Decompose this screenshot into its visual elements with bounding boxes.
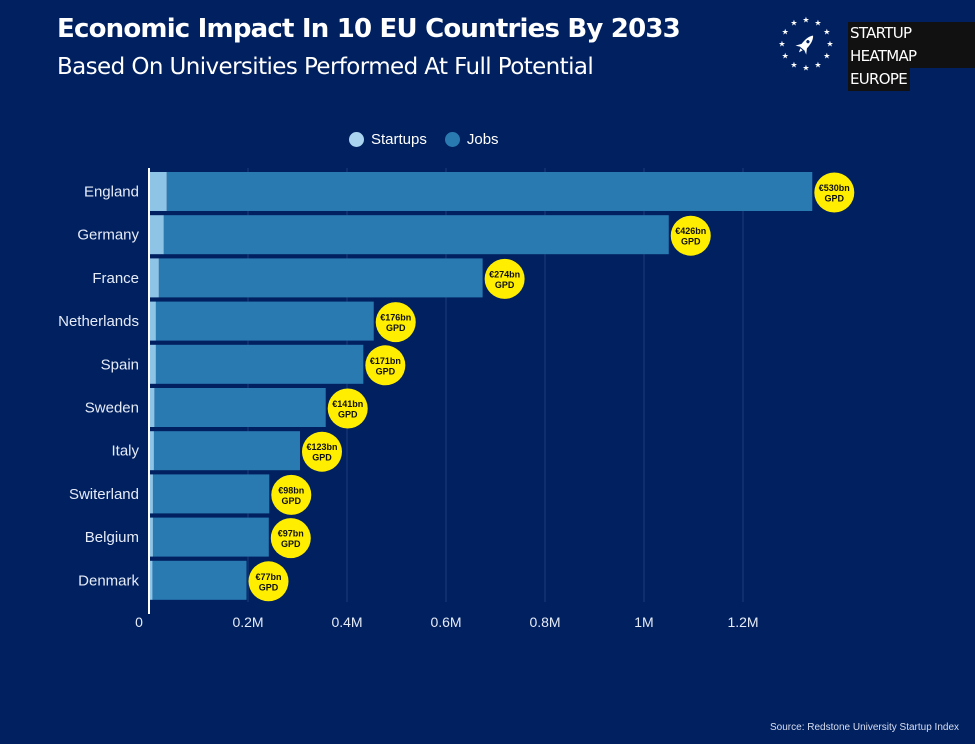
data-label: GPD bbox=[312, 453, 332, 463]
tick-label: 0.8M bbox=[529, 614, 560, 630]
chart-legend: Startups Jobs bbox=[349, 131, 511, 148]
bar-jobs bbox=[166, 172, 813, 211]
data-label: €141bn bbox=[332, 399, 363, 409]
data-label: GPD bbox=[282, 496, 302, 506]
svg-text:★: ★ bbox=[826, 40, 833, 49]
category-label: Germany bbox=[77, 227, 139, 244]
category-label: Italy bbox=[111, 443, 139, 460]
data-label: €97bn bbox=[278, 529, 304, 539]
bar-jobs bbox=[163, 215, 669, 255]
data-label: €171bn bbox=[370, 356, 401, 366]
category-label: Spain bbox=[101, 356, 139, 373]
tick-label: 0.2M bbox=[232, 614, 263, 630]
data-label: GPD bbox=[281, 539, 301, 549]
value-badge bbox=[484, 258, 525, 299]
svg-text:★: ★ bbox=[814, 60, 821, 69]
data-label: GPD bbox=[338, 410, 358, 420]
category-label: France bbox=[92, 270, 139, 287]
svg-text:★: ★ bbox=[782, 28, 789, 37]
bar-jobs bbox=[153, 431, 300, 471]
bar-jobs bbox=[158, 258, 483, 298]
value-badge bbox=[670, 215, 711, 256]
bar-jobs bbox=[152, 560, 247, 600]
legend-item-startups[interactable]: Startups bbox=[349, 131, 427, 148]
svg-text:★: ★ bbox=[790, 60, 797, 69]
brand-line-2: EUROPE bbox=[848, 68, 911, 91]
chart-title: Economic Impact In 10 EU Countries By 20… bbox=[57, 14, 681, 44]
data-label: GPD bbox=[495, 280, 515, 290]
bar-jobs bbox=[155, 301, 374, 341]
svg-text:★: ★ bbox=[790, 19, 797, 28]
data-label: €274bn bbox=[489, 269, 520, 279]
bar-startups bbox=[149, 560, 153, 600]
data-label: €123bn bbox=[306, 442, 337, 452]
bar-jobs bbox=[152, 474, 270, 514]
rocket-stars-icon: ★★★★★★★★★ ★ ★★ bbox=[778, 16, 833, 73]
data-label: €98bn bbox=[278, 485, 304, 495]
legend-swatch-jobs bbox=[444, 132, 460, 147]
value-badge bbox=[270, 518, 311, 559]
svg-text:★: ★ bbox=[802, 16, 809, 25]
source-note: Source: Redstone University Startup Inde… bbox=[770, 722, 959, 733]
bar-jobs bbox=[154, 388, 326, 427]
svg-text:★: ★ bbox=[802, 64, 809, 73]
data-label: €77bn bbox=[256, 572, 282, 582]
tick-label: 0 bbox=[135, 614, 143, 630]
brand-line-1: STARTUP HEATMAP bbox=[848, 22, 975, 68]
bar-startups bbox=[149, 517, 153, 557]
bar-startups bbox=[149, 431, 154, 471]
value-badge bbox=[301, 431, 342, 472]
category-label: Belgium bbox=[85, 529, 139, 546]
tick-label: 1.2M bbox=[727, 614, 758, 630]
category-label: Sweden bbox=[85, 400, 139, 417]
tick-label: 0.6M bbox=[430, 614, 461, 630]
value-badge bbox=[365, 345, 406, 386]
value-badge bbox=[375, 302, 416, 343]
tick-label: 0.4M bbox=[331, 614, 362, 630]
data-label: GPD bbox=[376, 366, 396, 376]
bar-startups bbox=[149, 474, 153, 514]
value-badge bbox=[327, 388, 368, 429]
svg-text:★: ★ bbox=[823, 52, 830, 61]
data-label: GPD bbox=[259, 582, 279, 592]
data-label: GPD bbox=[825, 194, 845, 204]
data-label: €176bn bbox=[380, 313, 411, 323]
legend-swatch-startups bbox=[349, 132, 364, 147]
value-badge bbox=[248, 561, 289, 602]
data-label: €530bn bbox=[819, 183, 850, 193]
svg-text:★: ★ bbox=[814, 19, 821, 28]
svg-text:★: ★ bbox=[778, 40, 785, 49]
data-label: GPD bbox=[386, 323, 406, 333]
bar-startups bbox=[149, 258, 159, 298]
data-label: €426bn bbox=[675, 226, 706, 236]
tick-label: 1M bbox=[634, 614, 653, 630]
bar-startups bbox=[149, 388, 155, 427]
value-badge bbox=[271, 474, 312, 515]
bar-jobs bbox=[155, 344, 364, 384]
bar-startups bbox=[149, 172, 167, 211]
bar-startups bbox=[149, 344, 156, 384]
legend-label-jobs: Jobs bbox=[466, 131, 499, 148]
bar-startups bbox=[149, 301, 156, 341]
legend-label-startups: Startups bbox=[371, 131, 427, 148]
data-label: GPD bbox=[681, 237, 701, 247]
chart-subtitle: Based On Universities Performed At Full … bbox=[57, 54, 594, 80]
bar-startups bbox=[149, 215, 164, 255]
category-label: Switerland bbox=[69, 486, 139, 503]
category-label: Denmark bbox=[78, 572, 139, 589]
legend-item-jobs[interactable]: Jobs bbox=[444, 131, 499, 148]
category-label: Netherlands bbox=[58, 313, 139, 330]
bar-jobs bbox=[152, 517, 269, 557]
category-label: England bbox=[84, 184, 139, 201]
value-badge bbox=[814, 172, 855, 213]
brand-logo-text: STARTUP HEATMAP EUROPE bbox=[848, 22, 975, 91]
svg-text:★: ★ bbox=[823, 28, 830, 37]
svg-text:★: ★ bbox=[782, 52, 789, 61]
